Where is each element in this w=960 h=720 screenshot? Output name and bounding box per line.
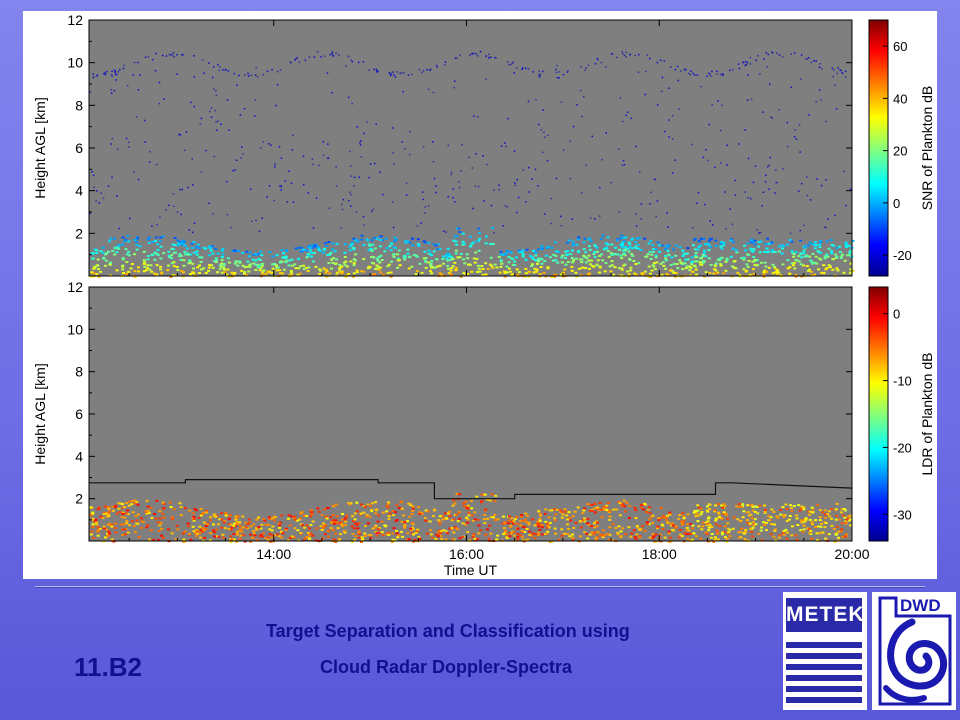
colorbar-tick-label: 60 [893, 39, 907, 54]
metek-stripe [786, 697, 862, 703]
colorbar-tick-label: -20 [893, 440, 912, 455]
colorbar [868, 19, 889, 277]
colorbar-tick-label: -20 [893, 248, 912, 263]
y-tick-label: 8 [75, 364, 83, 380]
y-tick-label: 4 [75, 448, 83, 464]
colorbar-label: LDR of Plankton dB [919, 353, 935, 476]
x-axis-label: Time UT [444, 562, 498, 578]
boundary-layer-top-line [89, 479, 853, 500]
colorbar-label: SNR of Plankton dB [919, 86, 935, 211]
y-tick-label: 10 [67, 321, 83, 337]
metek-stripe [786, 653, 862, 659]
colorbar-tick-label: -10 [893, 374, 912, 389]
y-tick-label: 12 [67, 279, 83, 295]
x-tick-label: 16:00 [449, 546, 484, 562]
boundary-layer-echo [89, 492, 853, 543]
metek-stripe [786, 642, 862, 648]
y-tick-label: 4 [75, 183, 83, 199]
y-tick-label: 6 [75, 140, 83, 156]
slide-title-line-1: Target Separation and Classification usi… [266, 621, 630, 641]
colorbar-tick-label: 20 [893, 144, 907, 159]
y-tick-label: 2 [75, 491, 83, 507]
metek-logo-box: METEK [786, 598, 865, 632]
y-tick-label: 10 [67, 55, 83, 71]
slide-title-line-2: Cloud Radar Doppler-Spectra [320, 657, 573, 677]
slide-number: 11.B2 [74, 652, 142, 682]
x-tick-label: 14:00 [256, 546, 291, 562]
boundary-layer-echo [89, 227, 855, 278]
y-tick-label: 2 [75, 225, 83, 241]
metek-stripe [786, 675, 862, 681]
metek-stripe [786, 686, 862, 692]
upper-level-echo [89, 50, 852, 235]
metek-stripe [786, 664, 862, 670]
plot-area [89, 20, 852, 276]
y-tick-label: 8 [75, 97, 83, 113]
ldr-panel: 2 4 6 8 10 12 14:00 16:00 18:00 20:00 Height AGL [… [32, 279, 935, 578]
plot-area [89, 287, 852, 541]
colorbar-tick-label: -30 [893, 507, 912, 522]
metek-logo-text: METEK [786, 603, 865, 626]
y-tick-label: 6 [75, 406, 83, 422]
y-axis-label: Height AGL [km] [32, 363, 48, 464]
dwd-logo-text: DWD [900, 596, 941, 615]
x-tick-label: 20:00 [834, 546, 869, 562]
y-axis-label: Height AGL [km] [32, 97, 48, 198]
metek-logo: METEK [783, 592, 867, 710]
colorbar-tick-label: 0 [893, 307, 900, 322]
y-tick-label: 12 [67, 12, 83, 28]
dwd-logo: DWD [872, 592, 956, 710]
colorbar-tick-label: 40 [893, 91, 907, 106]
colorbar-tick-label: 0 [893, 196, 900, 211]
dwd-logo-graphic [878, 596, 952, 706]
footer-divider [35, 586, 925, 588]
colorbar [868, 286, 889, 542]
x-tick-label: 18:00 [642, 546, 677, 562]
snr-panel: 2 4 6 8 10 12 Height AGL [km] -20 0 20 40 60 SNR of … [32, 12, 935, 278]
